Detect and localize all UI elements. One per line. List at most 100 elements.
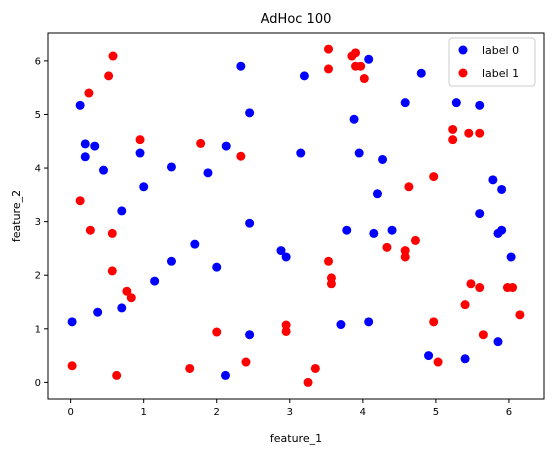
data-point-label-1	[508, 283, 517, 292]
data-point-label-1	[324, 45, 333, 54]
data-point-label-0	[461, 354, 470, 363]
points-layer	[68, 45, 525, 387]
data-point-label-0	[475, 101, 484, 110]
data-point-label-0	[424, 351, 433, 360]
data-point-label-1	[464, 129, 473, 138]
data-point-label-0	[452, 98, 461, 107]
data-point-label-1	[304, 378, 313, 387]
data-point-label-0	[401, 98, 410, 107]
x-tick-label: 3	[287, 407, 293, 418]
data-point-label-0	[350, 115, 359, 124]
data-point-label-1	[429, 172, 438, 181]
data-point-label-0	[355, 149, 364, 158]
data-point-label-0	[68, 317, 77, 326]
y-tick-label: 4	[35, 164, 41, 175]
data-point-label-1	[434, 358, 443, 367]
legend-entry-label-0: label 0	[482, 44, 519, 57]
data-point-label-1	[429, 317, 438, 326]
data-point-label-0	[488, 175, 497, 184]
legend-entry-label-1: label 1	[482, 67, 519, 80]
data-point-label-1	[108, 229, 117, 238]
data-point-label-0	[493, 337, 502, 346]
data-point-label-0	[342, 226, 351, 235]
data-point-label-0	[167, 162, 176, 171]
x-tick-label: 6	[506, 407, 512, 418]
data-point-label-0	[364, 317, 373, 326]
legend-marker-label-1	[459, 69, 468, 78]
data-point-label-1	[382, 243, 391, 252]
y-tick-label: 3	[35, 217, 41, 228]
y-tick-label: 5	[35, 110, 41, 121]
data-point-label-0	[167, 257, 176, 266]
data-point-label-0	[507, 252, 516, 261]
data-point-label-1	[466, 279, 475, 288]
x-axis-label: feature_1	[270, 432, 322, 445]
data-point-label-1	[404, 182, 413, 191]
data-point-label-0	[139, 182, 148, 191]
data-point-label-0	[203, 168, 212, 177]
data-point-label-0	[90, 142, 99, 151]
data-point-label-0	[76, 101, 85, 110]
chart-title: AdHoc 100	[261, 12, 332, 27]
data-point-label-0	[212, 263, 221, 272]
data-point-label-0	[221, 371, 230, 380]
plot-frame	[48, 33, 544, 399]
data-point-label-0	[245, 108, 254, 117]
data-point-label-1	[475, 283, 484, 292]
data-point-label-0	[282, 252, 291, 261]
data-point-label-1	[212, 328, 221, 337]
y-tick-label: 6	[35, 56, 41, 67]
data-point-label-0	[117, 303, 126, 312]
data-point-label-0	[136, 149, 145, 158]
data-point-label-1	[356, 62, 365, 71]
data-point-label-1	[401, 252, 410, 261]
data-point-label-1	[86, 226, 95, 235]
data-point-label-1	[448, 135, 457, 144]
data-point-label-1	[475, 129, 484, 138]
legend-marker-label-0	[459, 46, 468, 55]
legend: label 0 label 1	[449, 38, 535, 86]
data-point-label-0	[378, 155, 387, 164]
data-point-label-1	[282, 327, 291, 336]
y-axis-label: feature_2	[10, 190, 23, 242]
data-point-label-0	[373, 189, 382, 198]
data-point-label-1	[411, 236, 420, 245]
data-point-label-1	[136, 135, 145, 144]
x-tick-label: 5	[433, 407, 439, 418]
y-tick-label: 2	[35, 271, 41, 282]
data-point-label-1	[351, 48, 360, 57]
data-point-label-0	[300, 71, 309, 80]
data-point-label-0	[388, 226, 397, 235]
data-point-label-0	[236, 62, 245, 71]
data-point-label-0	[417, 69, 426, 78]
data-point-label-1	[76, 196, 85, 205]
data-point-label-1	[104, 71, 113, 80]
data-point-label-1	[241, 358, 250, 367]
data-point-label-1	[324, 257, 333, 266]
data-point-label-0	[497, 226, 506, 235]
data-point-label-0	[81, 139, 90, 148]
data-point-label-0	[497, 185, 506, 194]
x-tick-label: 1	[141, 407, 147, 418]
data-point-label-0	[364, 55, 373, 64]
data-point-label-0	[245, 330, 254, 339]
data-point-label-1	[127, 293, 136, 302]
data-point-label-1	[360, 74, 369, 83]
data-point-label-1	[84, 89, 93, 98]
data-point-label-1	[461, 300, 470, 309]
data-point-label-0	[99, 166, 108, 175]
data-point-label-1	[515, 310, 524, 319]
data-point-label-1	[112, 371, 121, 380]
data-point-label-0	[475, 209, 484, 218]
data-point-label-1	[236, 152, 245, 161]
data-point-label-0	[222, 142, 231, 151]
data-point-label-1	[185, 364, 194, 373]
data-point-label-1	[109, 52, 118, 61]
data-point-label-1	[479, 330, 488, 339]
data-point-label-0	[81, 152, 90, 161]
data-point-label-1	[311, 364, 320, 373]
data-point-label-0	[369, 229, 378, 238]
data-point-label-1	[327, 279, 336, 288]
y-tick-label: 0	[35, 378, 41, 389]
data-point-label-1	[448, 125, 457, 134]
